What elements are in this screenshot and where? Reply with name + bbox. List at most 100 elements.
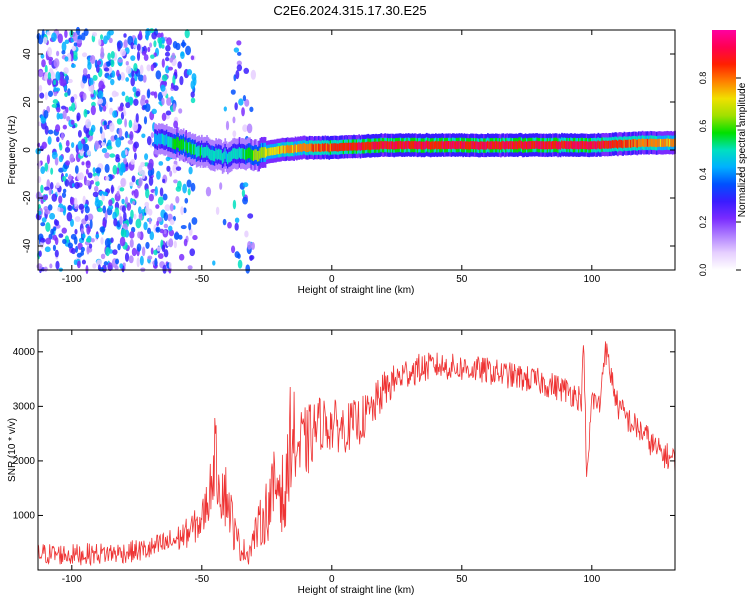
spectrogram-cell xyxy=(104,210,108,220)
spectrogram-ridge-cell xyxy=(557,141,559,150)
spectrogram-ridge-cell xyxy=(415,141,418,150)
spectrogram-cell xyxy=(190,91,195,98)
snr-x-axis-label: Height of straight line (km) xyxy=(298,585,415,596)
spectrogram-cell xyxy=(227,221,232,229)
spectrogram-cell xyxy=(74,228,78,235)
spectrogram-cell xyxy=(112,249,118,255)
spectrogram-ridge-cell xyxy=(212,150,215,161)
spectrogram-ridge-cell xyxy=(643,139,645,147)
colorbar-ticks: 0.0 0.2 0.4 0.6 0.8 xyxy=(698,72,741,276)
spectrogram-cell xyxy=(95,167,102,174)
spectrogram-cell xyxy=(138,165,143,176)
spectrogram-cell xyxy=(78,203,85,210)
x-tick-label: -100 xyxy=(62,274,82,285)
spectrogram-cell xyxy=(143,116,148,125)
spectrogram-ridge-cell xyxy=(424,141,427,150)
spectrogram-ridge-cell xyxy=(640,139,643,148)
spectrogram-cell xyxy=(145,188,150,199)
spectrogram-cell xyxy=(96,60,102,66)
spectrogram-cell xyxy=(238,98,244,106)
spectrogram-ridge-cell xyxy=(386,141,389,150)
spectrogram-ridge-cell xyxy=(516,141,519,150)
spectrogram-cell xyxy=(100,237,104,245)
spectrogram-ridge-cell xyxy=(451,140,454,149)
spectrogram-cell xyxy=(100,46,104,56)
spectrogram-cell xyxy=(100,253,106,260)
spectrogram-ridge-cell xyxy=(578,141,580,150)
spectrogram-cell xyxy=(124,196,129,206)
spectrogram-cell xyxy=(56,50,60,57)
spectrogram-cell xyxy=(123,110,127,117)
spectrogram-ridge-cell xyxy=(357,142,359,151)
spectrogram-cell xyxy=(223,106,227,112)
spectrogram-cell xyxy=(156,216,163,222)
spectrogram-cell xyxy=(129,181,134,187)
spectrogram-cell xyxy=(59,144,63,151)
spectrogram-ridge-cell xyxy=(669,138,671,147)
spectrogram-y-axis-label: Frequency (Hz) xyxy=(7,116,18,185)
spectrogram-cell xyxy=(70,233,77,240)
spectrogram-cell xyxy=(164,51,171,57)
spectrogram-ridge-cell xyxy=(550,141,553,150)
spectrogram-cell xyxy=(250,69,257,80)
spectrogram-ridge-cell xyxy=(639,138,641,147)
spectrogram-ridge-cell xyxy=(175,139,177,150)
spectrogram-ridge-cell xyxy=(376,141,379,150)
spectrogram-cell xyxy=(161,244,166,252)
spectrogram-ridge-cell xyxy=(249,147,251,159)
spectrogram-ridge-cell xyxy=(470,141,472,149)
spectrogram-ridge-cell xyxy=(468,141,471,150)
spectrogram-ridge-cell xyxy=(306,144,308,153)
spectrogram-ridge-cell xyxy=(195,146,198,158)
spectrogram-ridge-cell xyxy=(594,141,597,150)
spectrogram-ridge-cell xyxy=(509,141,511,149)
spectrogram-cell xyxy=(242,196,248,205)
spectrogram-y-ticks: -40 -20 0 20 40 xyxy=(22,48,675,253)
spectrogram-cell xyxy=(47,204,53,211)
spectrogram-cell xyxy=(234,222,239,231)
spectrogram-cell xyxy=(54,157,59,166)
spectrogram-cell xyxy=(110,78,115,86)
spectrogram-cell xyxy=(53,58,60,68)
spectrogram-cell xyxy=(64,29,68,39)
spectrogram-ridge-cell xyxy=(570,140,572,149)
spectrogram-cell xyxy=(67,204,72,211)
spectrogram-cell xyxy=(172,163,178,174)
spectrogram-ridge-cell xyxy=(445,141,448,149)
spectrogram-ridge-cell xyxy=(602,140,605,149)
spectrogram-cell xyxy=(38,250,42,258)
spectrogram-ridge-cell xyxy=(554,140,557,149)
spectrogram-ridge-cell xyxy=(661,139,663,148)
spectrogram-cell xyxy=(95,233,100,239)
spectrogram-cell xyxy=(46,179,51,189)
spectrogram-cell xyxy=(86,149,91,156)
spectrogram-cell xyxy=(130,77,135,87)
spectrogram-ridge-cell xyxy=(321,143,324,152)
spectrogram-cell xyxy=(82,195,86,205)
spectrogram-cell xyxy=(133,213,137,220)
colorbar-tick-label: 0.8 xyxy=(698,72,708,85)
spectrogram-cell xyxy=(172,41,178,49)
spectrogram-cell xyxy=(188,166,193,175)
spectrogram-cell xyxy=(116,190,120,197)
spectrogram-cell xyxy=(161,58,165,68)
spectrogram-cell xyxy=(47,136,52,145)
spectrogram-cell xyxy=(91,31,98,37)
y-tick-label: 3000 xyxy=(13,401,36,412)
spectrogram-cell xyxy=(131,175,136,183)
spectrogram-cell xyxy=(40,184,44,194)
spectrogram-cell xyxy=(61,227,68,234)
spectrogram-cell xyxy=(47,72,52,80)
spectrogram-ridge-cell xyxy=(289,145,292,154)
spectrogram-cell xyxy=(150,64,155,72)
spectrogram-cell xyxy=(157,196,164,206)
snr-panel: -100 -50 0 50 100 1000 2000 3000 4000 Height of… xyxy=(7,329,676,596)
spectrogram-cell xyxy=(87,73,91,79)
spectrogram-cell xyxy=(106,124,110,130)
spectrogram-cell xyxy=(64,39,70,44)
spectrogram-cell xyxy=(236,60,242,66)
spectrogram-ridge-cell xyxy=(645,138,648,147)
spectrogram-cell xyxy=(130,55,136,61)
spectrogram-ridge-cell xyxy=(627,139,630,148)
spectrogram-ridge-cell xyxy=(219,149,221,160)
